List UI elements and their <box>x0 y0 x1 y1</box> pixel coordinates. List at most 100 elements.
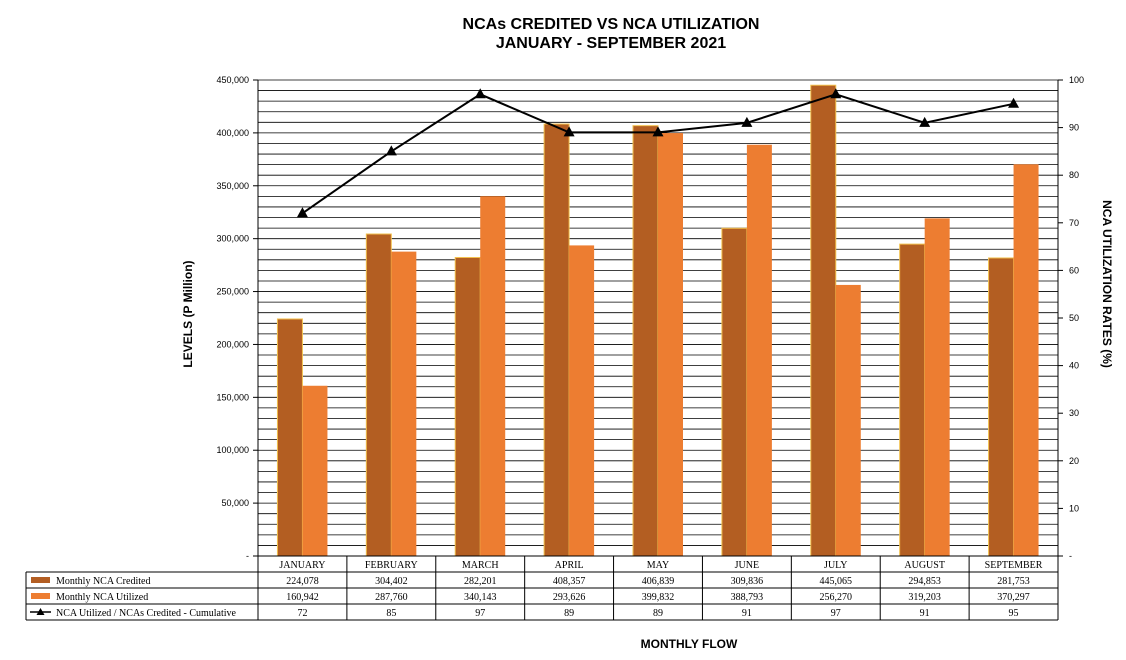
utilization-point-april <box>563 126 575 137</box>
data-label: 282,201 <box>464 576 497 587</box>
y-axis-title: LEVELS (P Million) <box>181 260 195 367</box>
utilization-point-may <box>652 126 664 137</box>
data-label: 309,836 <box>731 576 764 587</box>
data-label: 406,839 <box>642 576 675 587</box>
y-axis-ticks: - 50,000 100,000 150,000 200,000 250,000 300,0… <box>216 75 258 561</box>
x-tick-label: JUNE <box>735 560 759 571</box>
data-label: 89 <box>653 608 663 619</box>
x-tick-label: SEPTEMBER <box>985 560 1043 571</box>
bar-credited-may <box>632 125 659 557</box>
bar-credited-january <box>276 318 303 557</box>
y2-tick-label: 30 <box>1069 408 1079 418</box>
line-series <box>296 88 1020 218</box>
legend-label: Monthly NCA Credited <box>56 576 150 587</box>
bar-utilized-july <box>835 284 861 556</box>
y-tick-label: 250,000 <box>216 287 249 297</box>
bar-utilized-february <box>391 251 417 556</box>
y2-tick-label: 100 <box>1069 75 1084 85</box>
bar-credited-september <box>988 257 1015 557</box>
legend-swatch <box>31 577 50 583</box>
x-tick-label: MAY <box>647 560 669 571</box>
data-label: 160,942 <box>286 592 319 603</box>
bar-credited-june <box>721 227 748 557</box>
bar-credited-april <box>543 123 570 557</box>
x-tick-label: APRIL <box>555 560 584 571</box>
data-label: 97 <box>475 608 485 619</box>
utilization-point-september <box>1008 97 1020 108</box>
x-axis-title: MONTHLY FLOW <box>641 637 738 651</box>
bar-utilized-may <box>658 133 683 556</box>
legend-label: NCA Utilized / NCAs Credited - Cumulativ… <box>56 608 237 619</box>
y-tick-label: 450,000 <box>216 75 249 85</box>
bar-credited-march <box>454 256 481 557</box>
data-label: 340,143 <box>464 592 497 603</box>
bar-utilized-august <box>924 218 950 556</box>
bar-utilized-january <box>302 385 328 556</box>
y-tick-label: 50,000 <box>221 498 249 508</box>
data-label: 319,203 <box>908 592 941 603</box>
data-label: 85 <box>386 608 396 619</box>
y2-tick-label: 10 <box>1069 503 1079 513</box>
y2-tick-label: 40 <box>1069 361 1079 371</box>
utilization-point-june <box>741 116 753 127</box>
data-label: 91 <box>742 608 752 619</box>
legend-swatch <box>31 593 50 599</box>
bar-utilized-march <box>480 196 506 557</box>
utilization-point-january <box>296 207 308 218</box>
data-label: 95 <box>1009 608 1019 619</box>
chart-title-line1: NCAs CREDITED VS NCA UTILIZATION <box>463 16 760 33</box>
legend-label: Monthly NCA Utilized <box>56 592 148 603</box>
bar-utilized-june <box>746 144 772 556</box>
bar-credited-august <box>899 243 926 557</box>
y2-tick-label: 90 <box>1069 123 1079 133</box>
legend-marker <box>36 608 45 615</box>
x-tick-label: AUGUST <box>904 560 945 571</box>
bar-utilized-april <box>569 245 595 556</box>
data-label: 293,626 <box>553 592 586 603</box>
y2-tick-label: 70 <box>1069 218 1079 228</box>
y-tick-label: 200,000 <box>216 339 249 349</box>
utilization-point-march <box>474 88 486 99</box>
data-label: 72 <box>297 608 307 619</box>
data-label: 445,065 <box>820 576 853 587</box>
data-label: 89 <box>564 608 574 619</box>
bars <box>276 84 1039 557</box>
y-tick-label: 300,000 <box>216 234 249 244</box>
data-label: 399,832 <box>642 592 675 603</box>
x-tick-label: JANUARY <box>279 560 325 571</box>
data-label: 256,270 <box>820 592 853 603</box>
y2-axis-ticks: - 10 20 30 40 50 60 70 80 90 100 <box>1058 75 1084 561</box>
y2-tick-label: 60 <box>1069 265 1079 275</box>
data-label: 97 <box>831 608 841 619</box>
utilization-point-august <box>919 116 931 127</box>
y-tick-label: - <box>246 551 249 561</box>
bar-utilized-september <box>1013 164 1039 557</box>
y-tick-label: 100,000 <box>216 445 249 455</box>
chart-title-line2: JANUARY - SEPTEMBER 2021 <box>496 35 726 52</box>
bar-credited-february <box>365 233 392 557</box>
y2-tick-label: 50 <box>1069 313 1079 323</box>
data-label: 304,402 <box>375 576 408 587</box>
y2-tick-label: - <box>1069 551 1072 561</box>
data-label: 408,357 <box>553 576 586 587</box>
data-label: 91 <box>920 608 930 619</box>
data-label: 294,853 <box>908 576 941 587</box>
data-table: JANUARY FEBRUARY MARCH APRIL MAY JUNE JULY AUGU… <box>25 555 1059 621</box>
data-label: 281,753 <box>997 576 1030 587</box>
y2-tick-label: 20 <box>1069 456 1079 466</box>
utilization-point-february <box>385 145 397 156</box>
x-tick-label: MARCH <box>462 560 499 571</box>
y-tick-label: 350,000 <box>216 181 249 191</box>
utilization-point-july <box>830 88 842 99</box>
y-tick-label: 400,000 <box>216 128 249 138</box>
data-label: 388,793 <box>731 592 764 603</box>
data-label: 287,760 <box>375 592 408 603</box>
bar-credited-july <box>810 84 837 557</box>
data-label: 370,297 <box>997 592 1030 603</box>
data-label: 224,078 <box>286 576 319 587</box>
y2-axis-title: NCA UTILIZATION RATES (%) <box>1100 200 1114 368</box>
x-tick-label: JULY <box>824 560 847 571</box>
x-tick-label: FEBRUARY <box>365 560 418 571</box>
y2-tick-label: 80 <box>1069 170 1079 180</box>
